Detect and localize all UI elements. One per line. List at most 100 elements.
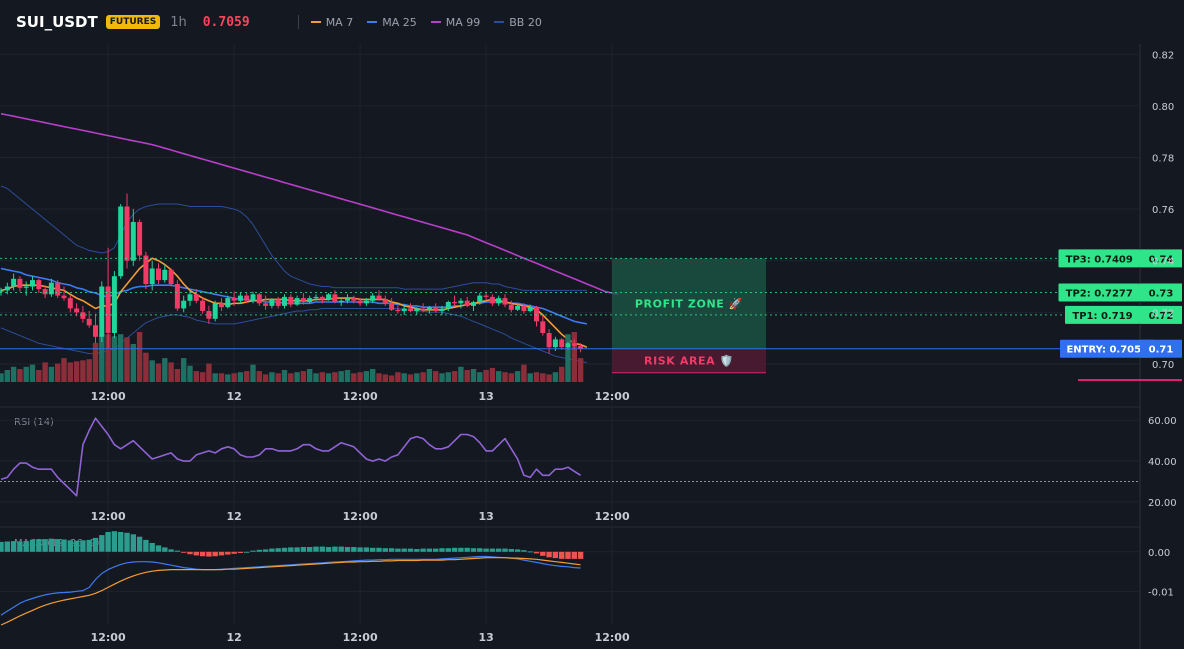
- macd-histogram-bar: [4, 541, 10, 552]
- macd-histogram-bar: [256, 549, 262, 552]
- volume-bar: [231, 373, 237, 382]
- macd-histogram-bar: [23, 541, 29, 552]
- legend-ma25-label: MA 25: [382, 15, 417, 29]
- volume-bar: [344, 370, 351, 382]
- volume-bar: [99, 334, 105, 382]
- price-tick: 0.76: [1152, 205, 1174, 216]
- legend-ma25[interactable]: MA 25: [367, 16, 417, 29]
- macd-histogram-bar: [338, 546, 344, 552]
- candle-body: [458, 300, 464, 304]
- macd-histogram-bar: [552, 551, 559, 559]
- candle-body: [307, 298, 313, 302]
- volume-bar: [382, 374, 388, 382]
- macd-histogram-bar: [10, 541, 17, 552]
- macd-histogram-bar: [143, 539, 149, 552]
- volume-bar: [388, 375, 395, 382]
- bb20-swatch: [494, 21, 505, 23]
- price-tick: 0.72: [1152, 308, 1174, 319]
- candle-body: [420, 308, 426, 310]
- macd-histogram-bar: [294, 547, 300, 552]
- volume-bar: [48, 366, 55, 382]
- macd-histogram-bar: [36, 539, 42, 552]
- candle-body: [168, 269, 174, 284]
- macd-histogram-bar: [118, 532, 124, 552]
- volume-bar: [338, 371, 344, 382]
- macd-histogram-bar: [426, 548, 433, 552]
- risk-zone-label: RISK AREA 🛡️: [644, 355, 734, 368]
- macd-line: [0, 555, 581, 616]
- macd-histogram-bar: [42, 539, 48, 552]
- candle-body: [48, 282, 54, 295]
- macd-tick: -0.01: [1148, 587, 1174, 598]
- macd-histogram-bar: [212, 551, 218, 557]
- macd-histogram-bar: [218, 551, 225, 556]
- symbol-title[interactable]: SUI_USDT: [16, 13, 98, 31]
- volume-bar: [540, 373, 546, 382]
- volume-bar: [105, 334, 111, 382]
- candle-body: [338, 300, 344, 302]
- macd-histogram-bar: [325, 547, 332, 552]
- volume-bar: [212, 373, 218, 382]
- level-tag-text: TP2: 0.7277: [1066, 288, 1133, 299]
- candle-body: [288, 296, 294, 305]
- macd-histogram-bar: [237, 551, 244, 553]
- volume-bar: [269, 372, 275, 382]
- candle-body: [471, 302, 476, 306]
- candle-body: [149, 268, 155, 284]
- time-tick: 12: [226, 631, 241, 644]
- macd-histogram-bar: [313, 546, 319, 552]
- macd-histogram-bar: [458, 547, 464, 552]
- volume-bar: [10, 366, 17, 382]
- time-tick: 13: [478, 510, 493, 523]
- macd-histogram-bar: [344, 547, 351, 552]
- candle-body: [105, 286, 111, 333]
- volume-bar: [483, 370, 489, 382]
- volume-bar: [313, 373, 319, 382]
- macd-histogram-bar: [67, 540, 73, 552]
- candle-body: [219, 303, 224, 308]
- macd-histogram-bar: [250, 550, 256, 552]
- macd-histogram-bar: [414, 549, 420, 552]
- bb-upper-line: [0, 185, 587, 291]
- volume-bar: [61, 358, 67, 382]
- candle-body: [351, 298, 357, 301]
- candle-body: [345, 298, 350, 301]
- candles: [0, 193, 584, 354]
- volume-bar: [401, 373, 407, 382]
- candle-body: [162, 269, 168, 281]
- legend-ma99[interactable]: MA 99: [430, 16, 480, 29]
- macd-histogram-bar: [288, 547, 294, 552]
- candle-body: [571, 343, 577, 346]
- macd-histogram-bar: [181, 551, 187, 553]
- volume-bar: [395, 372, 401, 382]
- macd-histogram-bar: [199, 551, 206, 557]
- time-tick: 13: [478, 390, 493, 403]
- legend-bb20[interactable]: BB 20: [494, 16, 542, 29]
- candle-body: [36, 280, 42, 290]
- candle-body: [313, 296, 319, 299]
- volume-bar: [130, 344, 136, 382]
- candle-body: [382, 299, 388, 304]
- candle-body: [300, 298, 306, 302]
- level-tag-text: ENTRY: 0.7059: [1066, 345, 1148, 356]
- ma25-line: [0, 267, 588, 325]
- macd-histogram-bar: [420, 548, 426, 552]
- legend-ma7[interactable]: MA 7: [310, 16, 353, 29]
- volume-bar: [300, 371, 307, 382]
- macd-histogram-bar: [73, 540, 80, 552]
- volume-bar: [433, 371, 439, 382]
- time-tick: 12: [226, 390, 241, 403]
- ma25-swatch: [367, 21, 378, 23]
- volume-bar: [118, 334, 124, 382]
- volume-bar: [174, 369, 181, 382]
- candle-body: [508, 304, 514, 310]
- time-tick: 12:00: [91, 631, 126, 644]
- timeframe-label[interactable]: 1h: [170, 14, 187, 30]
- candle-body: [93, 325, 98, 337]
- volume-bar: [357, 372, 363, 382]
- volume-bar: [168, 362, 174, 382]
- macd-histogram-bar: [382, 548, 388, 552]
- candle-body: [212, 303, 218, 319]
